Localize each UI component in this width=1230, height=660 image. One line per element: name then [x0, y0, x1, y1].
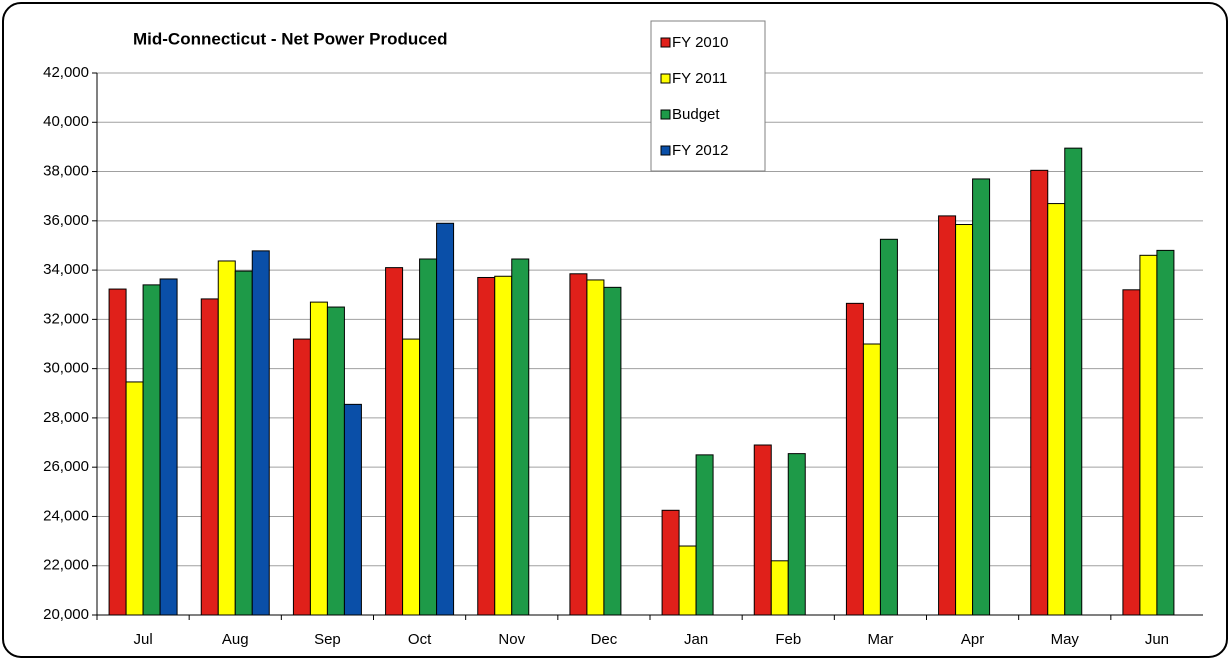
- x-tick-label: Feb: [775, 631, 801, 648]
- y-tick-label: 40,000: [43, 113, 89, 130]
- bar: [938, 215, 957, 616]
- legend-swatch: [660, 145, 671, 156]
- y-tick-label: 22,000: [43, 557, 89, 574]
- bar: [477, 276, 496, 616]
- legend-label: Budget: [672, 106, 720, 123]
- bar: [695, 454, 714, 616]
- x-tick-label: Sep: [314, 631, 341, 648]
- bar: [586, 279, 605, 616]
- bar: [292, 338, 311, 616]
- bar: [309, 301, 328, 616]
- bar: [436, 222, 455, 616]
- bar: [753, 444, 772, 616]
- legend-label: FY 2012: [672, 142, 728, 159]
- bar: [1064, 147, 1083, 616]
- y-tick-label: 20,000: [43, 606, 89, 623]
- y-tick-label: 28,000: [43, 409, 89, 426]
- legend-label: FY 2010: [672, 34, 728, 51]
- legend-label: FY 2011: [672, 70, 727, 87]
- x-tick-label: Apr: [961, 631, 984, 648]
- x-tick-label: Jun: [1145, 631, 1169, 648]
- bar: [234, 270, 253, 616]
- legend-swatch: [660, 109, 671, 120]
- bar: [385, 267, 404, 616]
- bar: [1122, 289, 1141, 616]
- bar: [879, 238, 898, 616]
- bar: [787, 453, 806, 616]
- bar: [217, 260, 236, 616]
- bar: [108, 288, 127, 616]
- legend-swatch: [660, 37, 671, 48]
- x-tick-label: Mar: [867, 631, 893, 648]
- bar: [770, 560, 789, 616]
- bar: [955, 224, 974, 616]
- bar: [251, 250, 270, 616]
- y-tick-label: 24,000: [43, 507, 89, 524]
- bar: [142, 284, 161, 616]
- bar: [569, 273, 588, 616]
- bar: [862, 343, 881, 616]
- bar: [1030, 169, 1049, 616]
- bar: [1047, 203, 1066, 616]
- y-tick-label: 32,000: [43, 310, 89, 327]
- bar: [343, 403, 362, 616]
- bar: [326, 306, 345, 616]
- bar: [603, 286, 622, 616]
- bar: [661, 509, 680, 616]
- x-tick-label: Jul: [133, 631, 152, 648]
- y-tick-label: 42,000: [43, 64, 89, 81]
- y-tick-label: 36,000: [43, 212, 89, 229]
- bar: [419, 258, 438, 616]
- bar: [972, 178, 991, 616]
- x-tick-label: Aug: [222, 631, 249, 648]
- y-tick-label: 34,000: [43, 261, 89, 278]
- bar: [159, 278, 178, 616]
- bar: [200, 298, 219, 616]
- chart-title: Mid-Connecticut - Net Power Produced: [133, 29, 448, 48]
- x-tick-label: Dec: [591, 631, 618, 648]
- y-tick-label: 30,000: [43, 360, 89, 377]
- bar: [845, 302, 864, 616]
- x-tick-label: May: [1051, 631, 1080, 648]
- bar: [494, 275, 513, 616]
- bar: [1139, 254, 1158, 616]
- x-tick-label: Nov: [498, 631, 525, 648]
- bar: [125, 381, 144, 616]
- bar: [1156, 249, 1175, 616]
- x-tick-label: Jan: [684, 631, 708, 648]
- x-tick-label: Oct: [408, 631, 432, 648]
- bar: [402, 338, 421, 616]
- y-tick-label: 26,000: [43, 458, 89, 475]
- legend-swatch: [660, 73, 671, 84]
- bar: [678, 545, 697, 616]
- y-tick-label: 38,000: [43, 163, 89, 180]
- bar: [511, 258, 530, 616]
